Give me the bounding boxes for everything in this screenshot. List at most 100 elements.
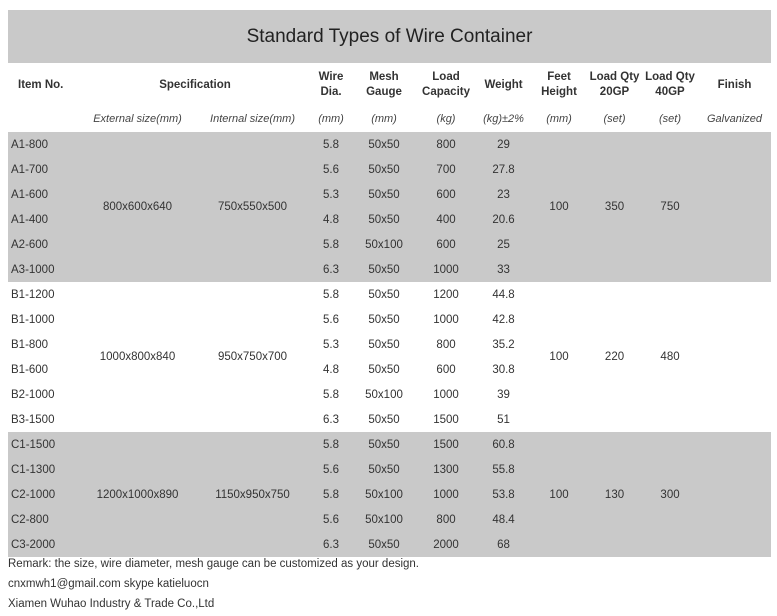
weight-cell: 44.8 <box>476 282 532 307</box>
header-feet-height: Feet Height <box>541 71 577 98</box>
mesh-gauge-cell: 50x50 <box>352 332 417 357</box>
unit-weight: (kg)±2% <box>483 113 524 125</box>
load-capacity-cell: 600 <box>416 232 477 257</box>
table-row: A1-800 800x600x640 750x550x500 5.8 50x50 800 2… <box>8 132 772 282</box>
load-capacity-cell: 1000 <box>416 257 477 282</box>
load-qty-20gp-cell: 130 <box>587 432 643 557</box>
wire-dia-cell: 5.6 <box>310 507 353 532</box>
item-no-cell: A3-1000 <box>8 257 80 282</box>
unit-wire: (mm) <box>318 113 344 125</box>
unit-mesh: (mm) <box>371 113 397 125</box>
weight-cell: 20.6 <box>476 207 532 232</box>
load-capacity-cell: 1300 <box>416 457 477 482</box>
wire-dia-cell: 6.3 <box>310 532 353 557</box>
unit-internal-size: Internal size(mm) <box>210 113 295 125</box>
load-capacity-cell: 1000 <box>416 307 477 332</box>
load-qty-20gp-cell: 350 <box>587 132 643 282</box>
mesh-gauge-cell: 50x50 <box>352 282 417 307</box>
item-no-cell: C1-1300 <box>8 457 80 482</box>
group-b: B1-1200 1000x800x840 950x750x700 5.8 50x50 12… <box>8 282 772 432</box>
mesh-gauge-cell: 50x100 <box>352 382 417 407</box>
weight-cell: 23 <box>476 182 532 207</box>
load-capacity-cell: 800 <box>416 132 477 157</box>
item-no-cell: C3-2000 <box>8 532 80 557</box>
mesh-gauge-cell: 50x50 <box>352 307 417 332</box>
feet-height-cell: 100 <box>531 132 588 282</box>
table-row: B1-800 5.3 50x50 800 35.2 <box>8 332 771 357</box>
wire-dia-cell: 4.8 <box>310 207 353 232</box>
finish-cell <box>698 132 772 282</box>
group-a: A1-800 800x600x640 750x550x500 5.8 50x50 800 2… <box>8 132 772 282</box>
unit-qty20: (set) <box>603 113 626 125</box>
header-wire-dia: Wire Dia. <box>318 71 344 98</box>
item-no-cell: A1-400 <box>8 207 80 232</box>
table-row: B3-1500 6.3 50x50 1500 51 <box>8 407 771 432</box>
unit-external-size: External size(mm) <box>93 113 182 125</box>
table-row: C1-1300 5.6 50x50 1300 55.8 <box>8 457 771 482</box>
load-qty-40gp-cell: 300 <box>642 432 699 557</box>
weight-cell: 55.8 <box>476 457 532 482</box>
feet-height-cell: 100 <box>531 282 588 432</box>
item-no-cell: B2-1000 <box>8 382 80 407</box>
header-row: Item No. Specification Wire Dia. Mesh Gaug… <box>8 64 771 106</box>
internal-size-cell: 950x750x700 <box>195 282 311 432</box>
wire-dia-cell: 4.8 <box>310 357 353 382</box>
internal-size-cell: 750x550x500 <box>195 132 311 282</box>
wire-dia-cell: 5.3 <box>310 332 353 357</box>
load-capacity-cell: 1200 <box>416 282 477 307</box>
unit-qty40: (set) <box>659 113 682 125</box>
table-row: A1-400 4.8 50x50 400 20.6 <box>8 207 771 232</box>
wire-dia-cell: 5.8 <box>310 232 353 257</box>
table-row: A1-600 5.3 50x50 600 23 <box>8 182 771 207</box>
internal-size-cell: 1150x950x750 <box>195 432 311 557</box>
weight-cell: 30.8 <box>476 357 532 382</box>
load-capacity-cell: 2000 <box>416 532 477 557</box>
header-finish: Finish <box>717 78 752 91</box>
load-capacity-cell: 1500 <box>416 407 477 432</box>
table-row: B1-1200 1000x800x840 950x750x700 5.8 50x50 12… <box>8 282 772 432</box>
table-title: Standard Types of Wire Container <box>8 10 771 63</box>
mesh-gauge-cell: 50x50 <box>352 357 417 382</box>
header-load-capacity: Load Capacity <box>422 71 470 98</box>
wire-dia-cell: 5.6 <box>310 307 353 332</box>
wire-dia-cell: 5.3 <box>310 182 353 207</box>
load-capacity-cell: 700 <box>416 157 477 182</box>
weight-cell: 51 <box>476 407 532 432</box>
table-row: C2-1000 5.8 50x100 1000 53.8 <box>8 482 771 507</box>
weight-cell: 27.8 <box>476 157 532 182</box>
item-no-cell: A1-700 <box>8 157 80 182</box>
mesh-gauge-cell: 50x50 <box>352 457 417 482</box>
unit-blank <box>8 106 80 132</box>
wire-dia-cell: 5.8 <box>310 282 353 307</box>
item-no-cell: B1-600 <box>8 357 80 382</box>
item-no-cell: A2-600 <box>8 232 80 257</box>
load-qty-20gp-cell: 220 <box>587 282 643 432</box>
table-row: C1-1500 1200x1000x890 1150x950x750 5.8 50x50… <box>8 432 772 557</box>
wire-dia-cell: 5.8 <box>310 382 353 407</box>
mesh-gauge-cell: 50x50 <box>352 207 417 232</box>
wire-dia-cell: 6.3 <box>310 257 353 282</box>
weight-cell: 68 <box>476 532 532 557</box>
mesh-gauge-cell: 50x100 <box>352 232 417 257</box>
unit-feet: (mm) <box>546 113 572 125</box>
wire-dia-cell: 5.6 <box>310 457 353 482</box>
group-c: C1-1500 1200x1000x890 1150x950x750 5.8 50x50… <box>8 432 772 557</box>
mesh-gauge-cell: 50x50 <box>352 532 417 557</box>
header-weight: Weight <box>484 78 523 91</box>
header-load-qty-40gp: Load Qty 40GP <box>645 71 695 98</box>
remark-text: Remark: the size, wire diameter, mesh ga… <box>8 558 420 570</box>
load-qty-40gp-cell: 750 <box>642 132 699 282</box>
finish-cell <box>698 282 772 432</box>
mesh-gauge-cell: 50x100 <box>352 507 417 532</box>
load-capacity-cell: 1500 <box>416 432 477 457</box>
load-qty-40gp-cell: 480 <box>642 282 699 432</box>
mesh-gauge-cell: 50x50 <box>352 157 417 182</box>
wire-container-table: Item No. Specification Wire Dia. Mesh Gaug… <box>8 64 772 557</box>
item-no-cell: A1-800 <box>8 132 80 157</box>
weight-cell: 48.4 <box>476 507 532 532</box>
weight-cell: 39 <box>476 382 532 407</box>
table-row: A1-700 5.6 50x50 700 27.8 <box>8 157 771 182</box>
mesh-gauge-cell: 50x50 <box>352 182 417 207</box>
item-no-cell: A1-600 <box>8 182 80 207</box>
wire-dia-cell: 6.3 <box>310 407 353 432</box>
